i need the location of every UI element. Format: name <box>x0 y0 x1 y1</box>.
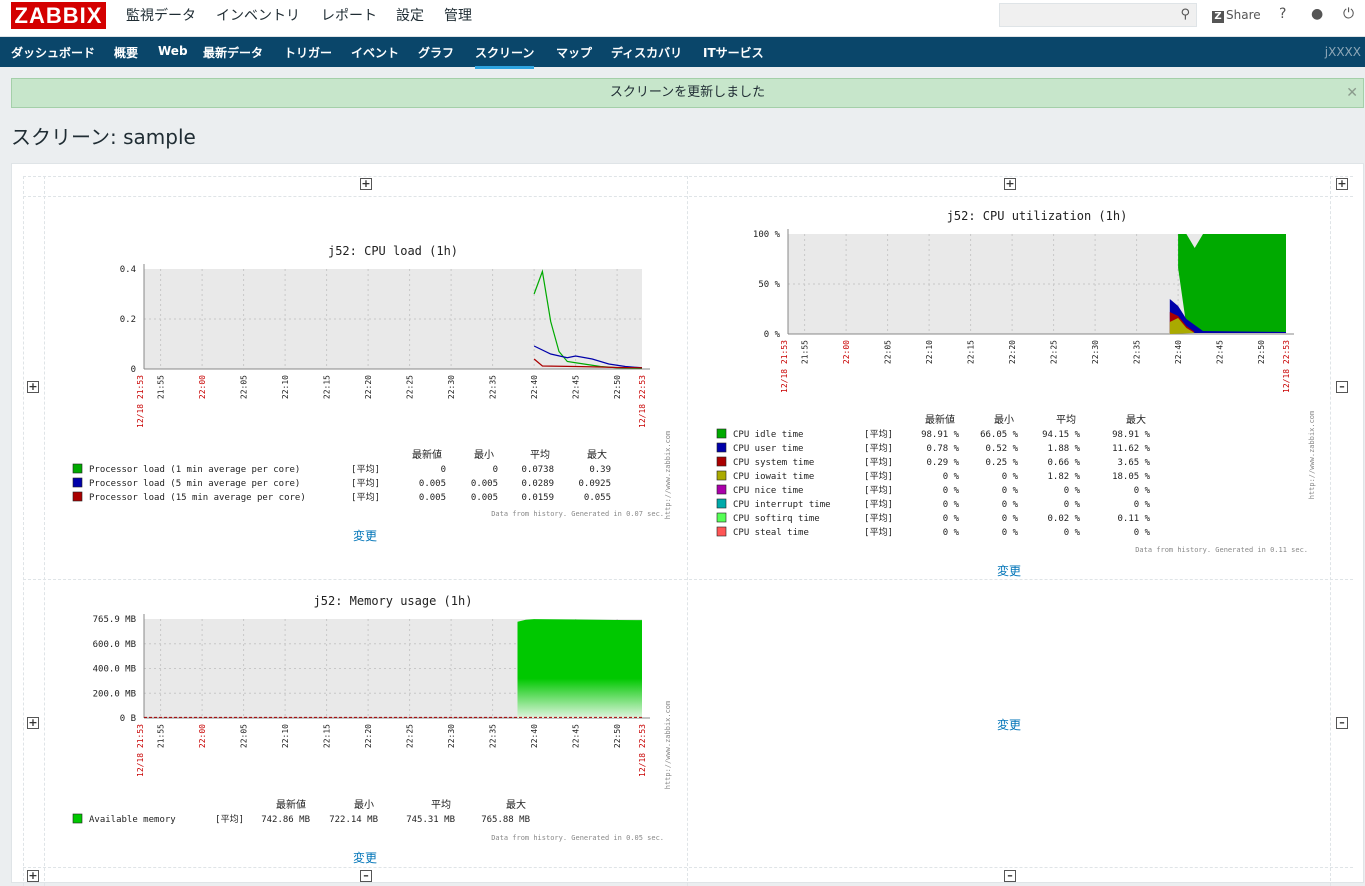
add-column-button[interactable]: + <box>360 177 372 190</box>
grid-line <box>687 176 688 886</box>
share-button[interactable]: Z Share <box>1212 8 1261 23</box>
user-profile-icon[interactable]: ● <box>1311 6 1324 22</box>
remove-column-button[interactable]: – <box>360 870 372 882</box>
grid-line <box>44 176 45 886</box>
add-column-button[interactable]: + <box>1336 177 1348 190</box>
sub-nav: ダッシュボード 概要 Web 最新データ トリガー イベント グラフ スクリーン… <box>0 37 1365 69</box>
grid-line <box>23 867 1353 868</box>
tab-discovery[interactable]: ディスカバリ <box>611 46 683 60</box>
grid-line <box>23 196 1353 197</box>
add-row-button[interactable]: + <box>27 716 39 729</box>
tab-graphs[interactable]: グラフ <box>418 46 455 60</box>
grid-line <box>23 176 24 886</box>
tab-it-services[interactable]: ITサービス <box>703 46 764 60</box>
nav-reports[interactable]: レポート <box>321 8 377 24</box>
tab-triggers[interactable]: トリガー <box>284 46 333 60</box>
nav-inventory[interactable]: インベントリ <box>216 8 300 24</box>
user-name: jXXXX <box>1324 45 1361 59</box>
change-link-memory[interactable]: 変更 <box>353 851 378 865</box>
add-row-button[interactable]: + <box>27 869 39 882</box>
zabbix-logo[interactable]: ZABBIX <box>11 2 106 29</box>
remove-row-button[interactable]: – <box>1336 717 1348 729</box>
help-icon[interactable]: ? <box>1279 6 1287 22</box>
share-icon: Z <box>1212 11 1224 23</box>
add-column-button[interactable]: + <box>1004 177 1016 190</box>
change-link-empty-cell[interactable]: 変更 <box>997 718 1022 732</box>
search-input[interactable]: ⚲ <box>999 3 1197 27</box>
change-link-cpu-load[interactable]: 変更 <box>353 529 378 543</box>
tab-events[interactable]: イベント <box>351 46 400 60</box>
close-icon[interactable]: ✕ <box>1346 85 1358 101</box>
tab-screens[interactable]: スクリーン <box>475 44 535 69</box>
search-icon[interactable]: ⚲ <box>1180 7 1190 22</box>
remove-row-button[interactable]: – <box>1336 381 1348 393</box>
tab-latest-data[interactable]: 最新データ <box>203 46 264 60</box>
nav-configuration[interactable]: 設定 <box>396 8 424 24</box>
tab-web[interactable]: Web <box>158 44 188 58</box>
share-label: Share <box>1226 8 1261 22</box>
message-text: スクリーンを更新しました <box>609 85 766 100</box>
grid-line <box>23 579 1353 580</box>
nav-monitoring[interactable]: 監視データ <box>126 8 196 24</box>
logout-icon[interactable]: ⏻ <box>1343 6 1355 22</box>
grid-line <box>1330 176 1331 886</box>
page-title: スクリーン: sample <box>11 125 196 149</box>
tab-dashboard[interactable]: ダッシュボード <box>11 46 96 60</box>
screen-grid: + + + + + – – + – – <box>11 163 1364 886</box>
tab-maps[interactable]: マップ <box>556 46 593 60</box>
remove-column-button[interactable]: – <box>1004 870 1016 882</box>
add-row-button[interactable]: + <box>27 380 39 393</box>
nav-administration[interactable]: 管理 <box>444 8 472 24</box>
grid-line <box>23 176 1353 177</box>
success-message: スクリーンを更新しました ✕ <box>11 78 1364 108</box>
tab-overview[interactable]: 概要 <box>114 46 139 60</box>
change-link-cpu-utilization[interactable]: 変更 <box>997 564 1022 578</box>
top-bar: ZABBIX 監視データ インベントリ レポート 設定 管理 ⚲ Z Share … <box>0 0 1365 37</box>
